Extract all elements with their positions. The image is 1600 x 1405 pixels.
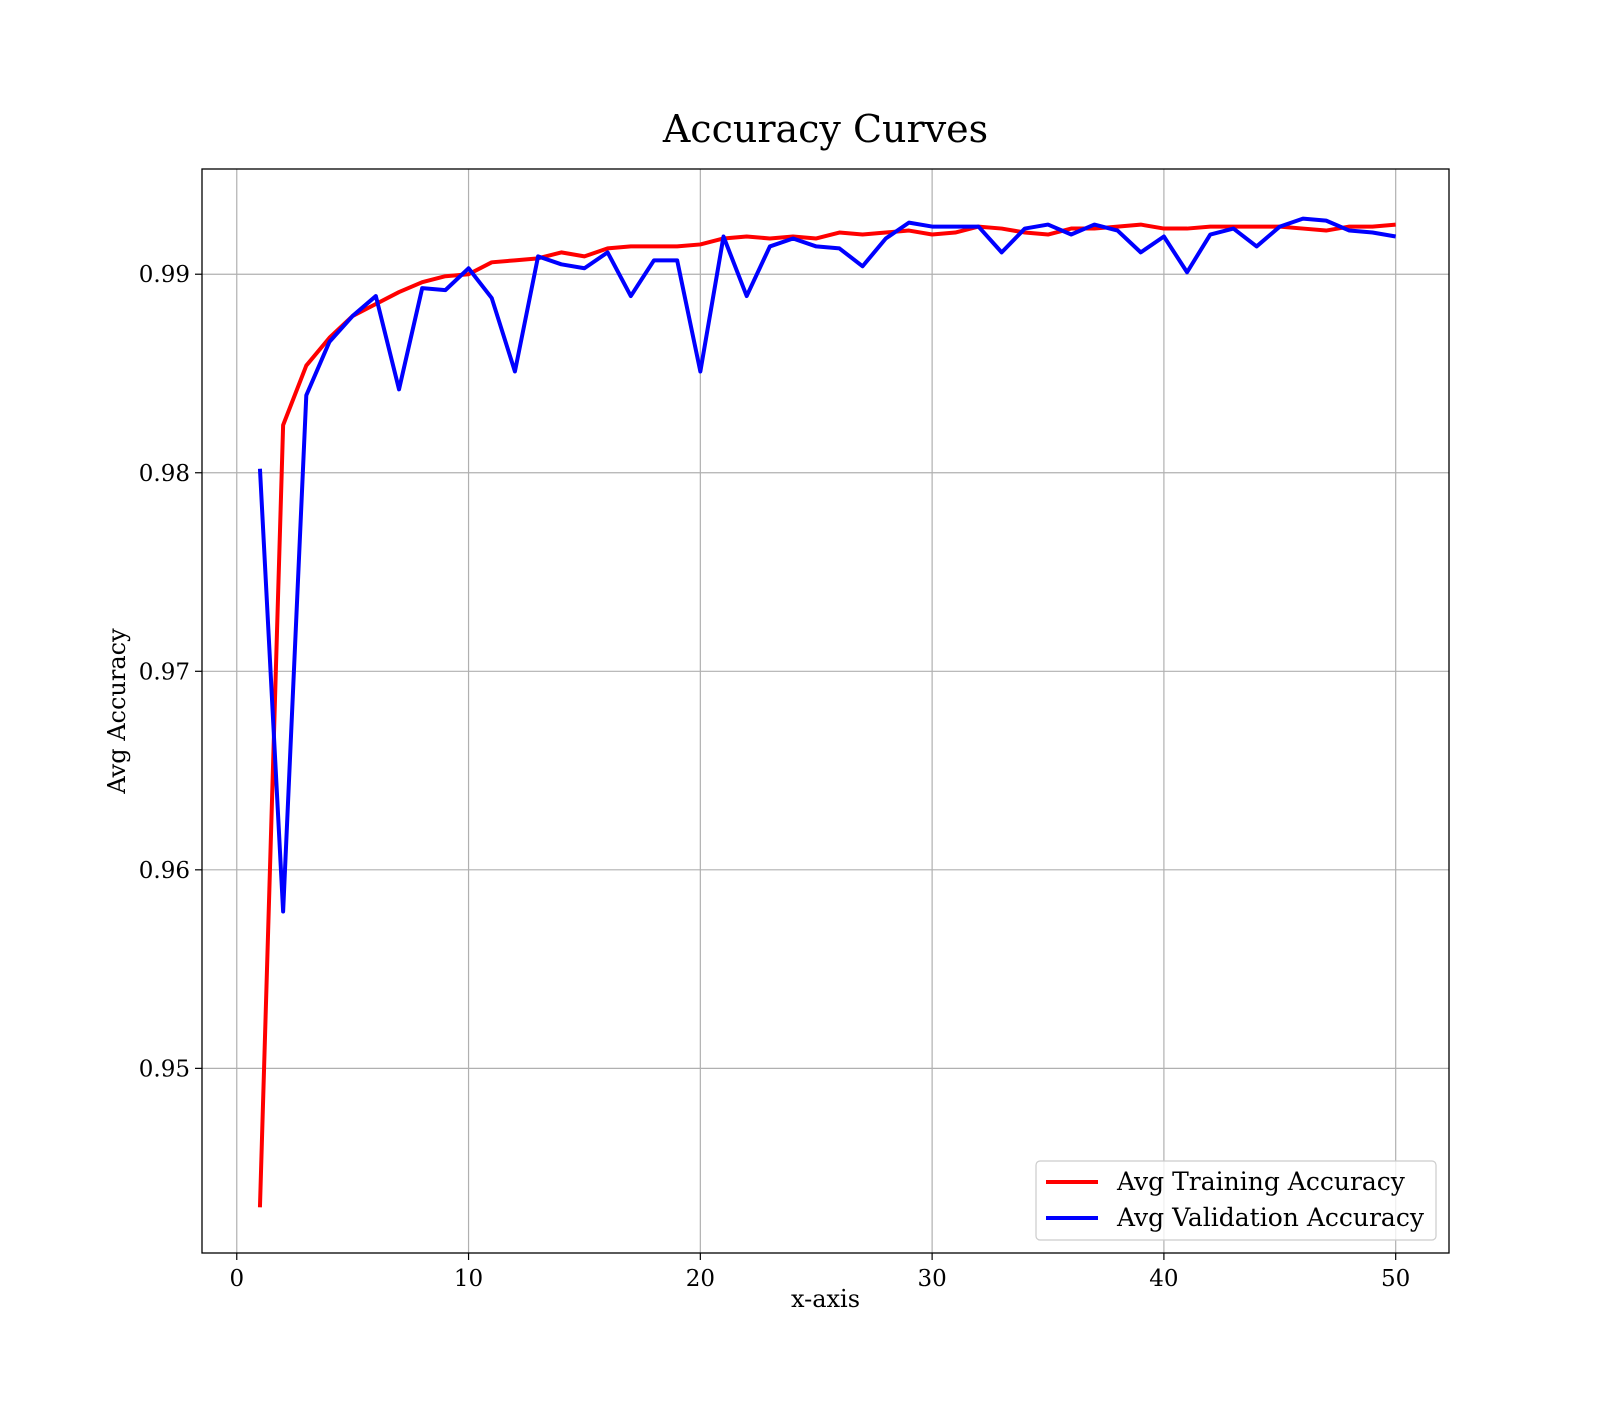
y-tick-label: 0.98: [139, 461, 190, 487]
legend: Avg Training Accuracy Avg Validation Acc…: [1035, 1160, 1437, 1241]
validation-accuracy-line: [257, 216, 1397, 914]
x-tick-label: 10: [454, 1266, 483, 1292]
x-tick-label: 50: [1381, 1266, 1410, 1292]
grid-lines: [202, 169, 1449, 1253]
y-tick-label: 0.96: [139, 858, 190, 884]
legend-label-training: Avg Training Accuracy: [1116, 1167, 1406, 1196]
y-tick-label: 0.95: [139, 1056, 190, 1082]
x-tick-label: 40: [1149, 1266, 1178, 1292]
x-tick-label: 30: [917, 1266, 946, 1292]
plot-area-frame: [201, 168, 1450, 1254]
chart-title: Accuracy Curves: [662, 107, 988, 151]
axis-ticks: 0 10 20 30 40 50 0.95 0.96 0.97 0.98 0.99: [139, 262, 1411, 1292]
series-lines: [257, 216, 1397, 1208]
y-axis-label: Avg Accuracy: [103, 628, 131, 795]
x-axis-label: x-axis: [791, 1285, 860, 1313]
legend-label-validation: Avg Validation Accuracy: [1116, 1203, 1425, 1232]
x-tick-label: 20: [686, 1266, 715, 1292]
training-accuracy-line: [257, 222, 1396, 1208]
y-tick-label: 0.97: [139, 659, 190, 685]
y-tick-label: 0.99: [139, 262, 190, 288]
legend-box: [1035, 1160, 1437, 1241]
x-tick-label: 0: [229, 1266, 244, 1292]
